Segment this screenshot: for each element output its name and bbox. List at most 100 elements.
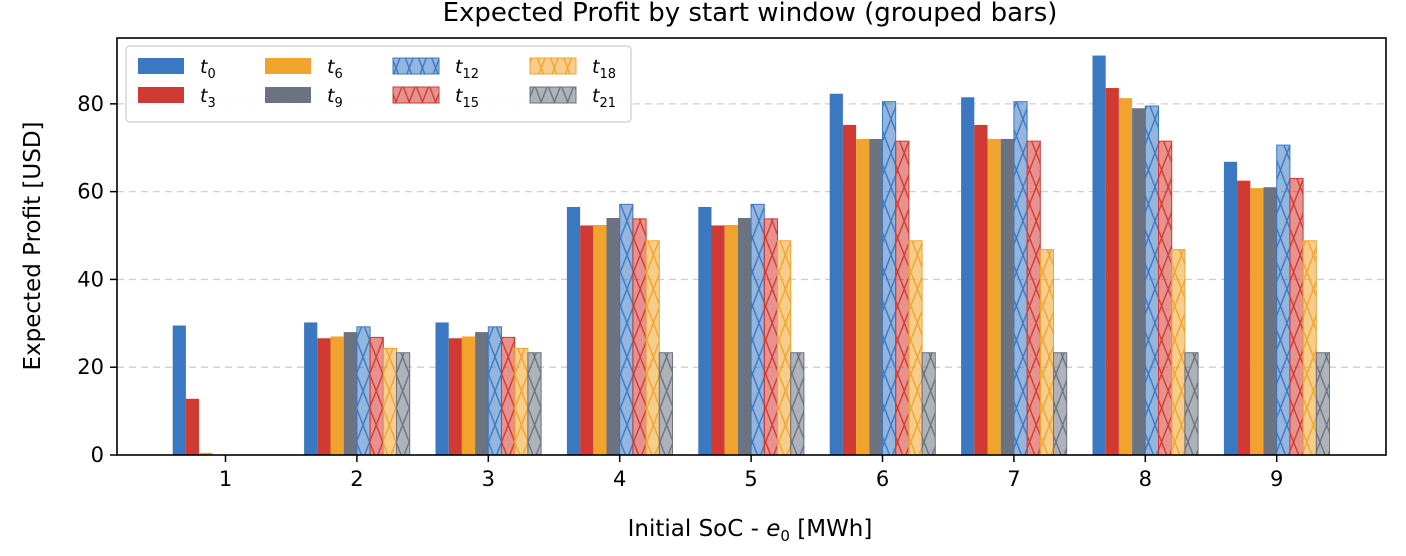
bar-t0-soc4 — [566, 206, 581, 455]
legend-swatch-t6 — [265, 58, 311, 74]
legend-label-t9: t9 — [327, 85, 343, 111]
legend-swatch-t12 — [392, 57, 440, 75]
legend-label-t3: t3 — [200, 85, 216, 111]
bar-t15-soc6 — [895, 140, 910, 456]
bar-t6-soc6 — [856, 138, 870, 456]
x-axis-label-suffix: [MWh] — [790, 516, 872, 542]
legend-label-t15: t15 — [455, 85, 479, 111]
bar-t18-soc5 — [777, 240, 792, 456]
legend-box — [125, 45, 632, 123]
y-tick-label: 40 — [77, 267, 104, 291]
bar-t18-soc9 — [1302, 240, 1317, 456]
bar-t15-soc8 — [1158, 140, 1173, 456]
bar-t15-soc4 — [632, 218, 647, 456]
bar-t9-soc8 — [1132, 108, 1146, 456]
y-tick-label: 0 — [91, 443, 104, 467]
x-tick-label: 3 — [482, 467, 495, 491]
bar-t3-soc5 — [711, 225, 725, 455]
x-axis-label: Initial SoC - e0 [MWh] — [628, 516, 873, 545]
bar-t3-soc6 — [842, 124, 857, 456]
bar-t3-soc4 — [580, 225, 594, 455]
bar-t0-soc9 — [1223, 161, 1238, 456]
bar-t6-soc3 — [461, 336, 476, 455]
bar-t0-soc7 — [961, 97, 975, 455]
x-tick-label: 7 — [1007, 467, 1020, 491]
y-axis: 0 20 40 60 80 — [77, 92, 117, 467]
x-tick-label: 2 — [350, 467, 363, 491]
bar-t15-soc5 — [763, 218, 778, 456]
bar-t6-soc8 — [1118, 98, 1133, 455]
bar-t18-soc4 — [645, 240, 660, 456]
bar-t12-soc7 — [1013, 101, 1028, 456]
chart-title: Expected Profit by start window (grouped… — [443, 0, 1058, 28]
bar-t6-soc7 — [987, 138, 1001, 456]
legend: t0 t3 t6 t9 t12 t15 t18 t21 — [125, 45, 632, 123]
bar-t21-soc2 — [396, 352, 411, 456]
bar-t21-soc7 — [1053, 352, 1068, 456]
x-axis-label-var: e — [766, 516, 780, 542]
bar-t12-soc4 — [619, 203, 634, 456]
bar-t9-soc4 — [606, 217, 620, 455]
bar-t18-soc7 — [1039, 249, 1055, 456]
bar-t6-soc4 — [593, 224, 607, 455]
x-tick-label: 6 — [876, 467, 889, 491]
bar-t3-soc8 — [1105, 88, 1119, 455]
y-tick-label: 60 — [77, 180, 104, 204]
x-tick-label: 8 — [1139, 467, 1152, 491]
bar-t18-soc8 — [1171, 249, 1186, 456]
y-tick-label: 20 — [77, 355, 104, 379]
legend-swatch-t21 — [529, 86, 577, 104]
bar-t15-soc3 — [501, 336, 516, 456]
bar-t9-soc2 — [343, 332, 357, 455]
bar-t0-soc1 — [172, 325, 186, 455]
legend-label-t6: t6 — [327, 56, 343, 82]
bar-t21-soc5 — [790, 352, 805, 456]
bar-t15-soc9 — [1289, 177, 1304, 456]
legend-swatch-t3 — [138, 87, 184, 103]
bar-t12-soc6 — [882, 101, 897, 456]
bar-t3-soc1 — [185, 398, 200, 455]
bar-t21-soc6 — [921, 352, 936, 456]
bar-t9-soc7 — [1000, 138, 1014, 456]
legend-swatch-t15 — [392, 86, 440, 104]
bar-t3-soc2 — [317, 338, 331, 455]
bar-t9-soc9 — [1263, 187, 1277, 455]
bar-t12-soc8 — [1144, 105, 1160, 456]
bar-t15-soc2 — [369, 336, 384, 456]
x-tick-label: 9 — [1270, 467, 1283, 491]
bar-t3-soc7 — [974, 124, 988, 456]
x-tick-label: 4 — [613, 467, 626, 491]
bar-t21-soc9 — [1315, 352, 1331, 456]
legend-swatch-t9 — [265, 87, 311, 103]
bar-t18-soc6 — [908, 240, 923, 456]
bar-t9-soc5 — [737, 217, 752, 455]
bar-t18-soc3 — [514, 347, 529, 456]
bar-t3-soc3 — [448, 338, 462, 455]
x-tick-label: 1 — [219, 467, 232, 491]
legend-swatch-t0 — [138, 58, 184, 74]
bar-t9-soc6 — [869, 138, 883, 456]
x-axis-label-prefix: Initial SoC - — [628, 516, 767, 542]
bar-t6-soc9 — [1250, 188, 1264, 455]
legend-label-t21: t21 — [592, 85, 616, 111]
x-axis: 1 2 3 4 5 6 7 8 9 — [219, 455, 1283, 491]
x-tick-label: 5 — [744, 467, 757, 491]
x-axis-label-sub: 0 — [780, 527, 790, 545]
bar-t0-soc3 — [435, 322, 449, 455]
bar-t6-soc2 — [330, 336, 344, 455]
bar-t12-soc3 — [487, 326, 502, 456]
legend-label-t0: t0 — [200, 56, 216, 82]
bar-t15-soc7 — [1026, 140, 1041, 456]
bar-t12-soc2 — [356, 326, 371, 456]
bar-t3-soc9 — [1237, 180, 1251, 455]
bar-t9-soc3 — [475, 332, 489, 455]
bar-t6-soc5 — [724, 224, 738, 455]
bar-t21-soc8 — [1184, 352, 1199, 456]
legend-label-t12: t12 — [455, 56, 479, 82]
legend-label-t18: t18 — [592, 56, 616, 82]
bar-t21-soc3 — [527, 352, 542, 456]
bar-t21-soc4 — [658, 352, 673, 456]
bar-t12-soc9 — [1276, 144, 1291, 456]
bar-t0-soc2 — [304, 322, 318, 455]
